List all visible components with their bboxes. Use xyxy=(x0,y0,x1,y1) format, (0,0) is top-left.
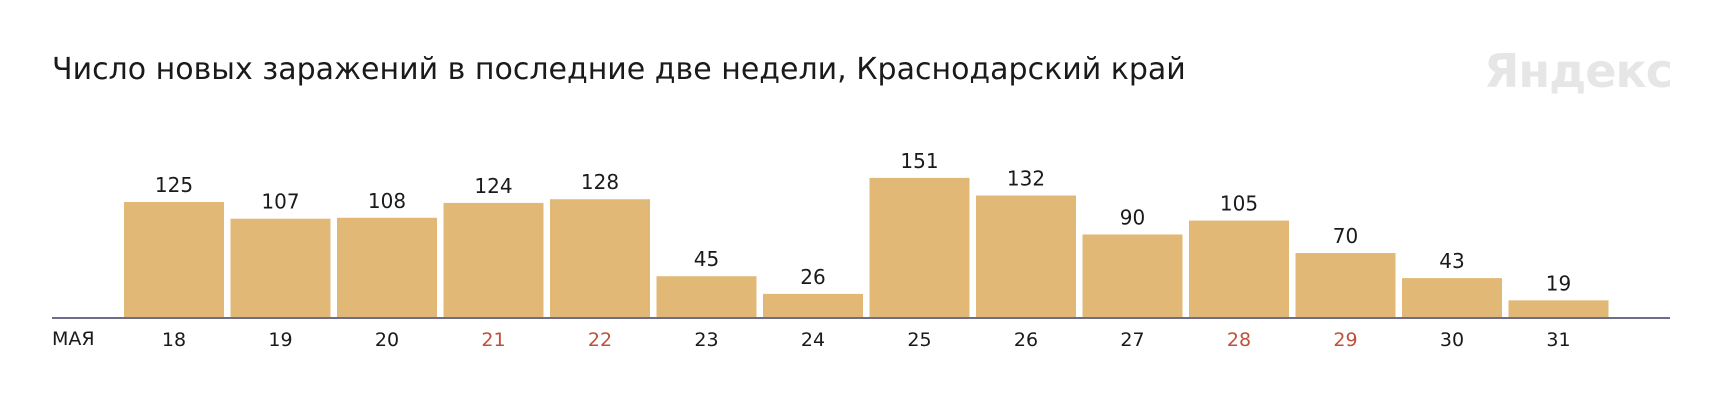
value-label-28: 105 xyxy=(1220,192,1258,216)
tick-label-24: 24 xyxy=(801,329,825,351)
bar-29 xyxy=(1295,253,1396,318)
tick-label-26: 26 xyxy=(1014,329,1038,351)
bar-27 xyxy=(1082,234,1183,318)
value-label-20: 108 xyxy=(368,189,406,213)
value-label-31: 19 xyxy=(1546,271,1571,295)
value-label-22: 128 xyxy=(581,170,619,194)
tick-label-22: 22 xyxy=(588,329,612,351)
chart-title: Число новых заражений в последние две не… xyxy=(52,52,1186,87)
bar-22 xyxy=(550,199,650,318)
value-label-30: 43 xyxy=(1439,249,1464,273)
value-label-18: 125 xyxy=(155,173,193,197)
month-label: МАЯ xyxy=(52,328,95,350)
bar-28 xyxy=(1189,220,1289,318)
tick-label-18: 18 xyxy=(162,329,186,351)
tick-label-23: 23 xyxy=(694,329,718,351)
value-label-29: 70 xyxy=(1333,224,1358,248)
tick-labels-layer: 18 19 20 21 22 23 24 25 26 27 28 29 30 31 xyxy=(162,329,1571,351)
bar-25 xyxy=(869,177,970,318)
bar-19 xyxy=(230,218,331,318)
value-label-24: 26 xyxy=(800,265,825,289)
bar-31 xyxy=(1508,300,1609,318)
value-label-25: 151 xyxy=(900,149,938,173)
value-label-23: 45 xyxy=(694,247,719,271)
tick-label-19: 19 xyxy=(268,329,292,351)
bar-26 xyxy=(976,195,1076,318)
tick-label-28: 28 xyxy=(1227,329,1251,351)
bars-layer xyxy=(124,177,1609,318)
value-labels-layer: 125 107 108 124 128 45 26 151 132 90 105 70 43 19 xyxy=(155,149,1571,295)
tick-label-30: 30 xyxy=(1440,329,1464,351)
bar-23 xyxy=(656,276,757,318)
bar-18 xyxy=(124,202,224,318)
value-label-27: 90 xyxy=(1120,205,1145,229)
bar-21 xyxy=(443,202,544,318)
bar-20 xyxy=(337,217,437,318)
value-label-26: 132 xyxy=(1007,167,1045,191)
bar-24 xyxy=(763,293,863,318)
tick-label-25: 25 xyxy=(907,329,931,351)
tick-label-20: 20 xyxy=(375,329,399,351)
value-label-19: 107 xyxy=(261,190,299,214)
tick-label-21: 21 xyxy=(481,329,505,351)
tick-label-31: 31 xyxy=(1546,329,1570,351)
bar-30 xyxy=(1402,278,1502,318)
tick-label-27: 27 xyxy=(1120,329,1144,351)
tick-label-29: 29 xyxy=(1333,329,1357,351)
yandex-logo: Яндекс xyxy=(1483,44,1673,98)
value-label-21: 124 xyxy=(474,174,512,198)
